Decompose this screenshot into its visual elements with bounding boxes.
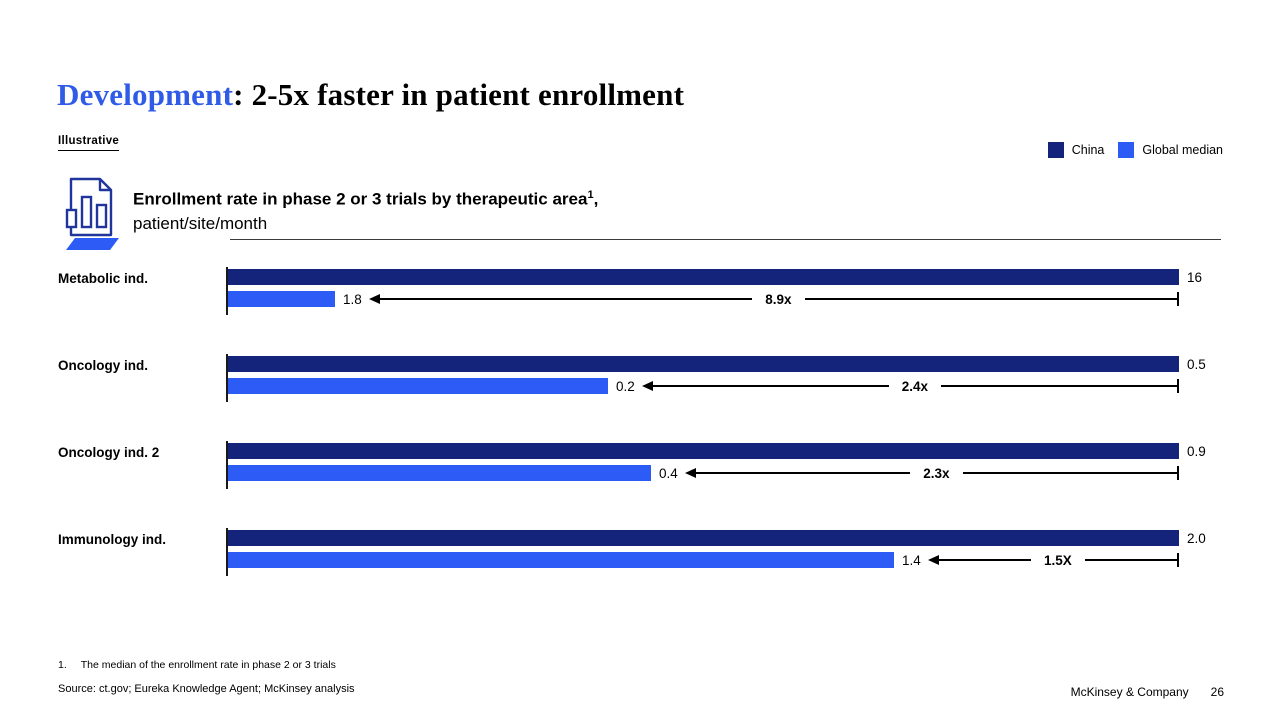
global-value-label: 0.2 bbox=[616, 378, 635, 394]
slide-footer: McKinsey & Company 26 bbox=[1071, 685, 1224, 699]
exhibit-title: Enrollment rate in phase 2 or 3 trials b… bbox=[133, 183, 598, 212]
chart-row: Immunology ind. 2.0 1.4 1.5X bbox=[0, 528, 1280, 576]
global-bar bbox=[228, 552, 894, 568]
global-bar-row: 0.4 2.3x bbox=[228, 465, 1179, 481]
source-line: Source: ct.gov; Eureka Knowledge Agent; … bbox=[58, 683, 355, 695]
legend-swatch-icon bbox=[1047, 142, 1064, 158]
arrow-head-icon bbox=[927, 555, 939, 565]
arrow-head-icon bbox=[368, 294, 380, 304]
exhibit-subtitle: patient/site/month bbox=[133, 213, 268, 233]
arrow-end-cap bbox=[1177, 466, 1179, 480]
arrow-line bbox=[379, 298, 753, 300]
footnote-text: The median of the enrollment rate in pha… bbox=[80, 659, 336, 671]
arrow-line bbox=[1084, 559, 1177, 561]
global-bar-row: 0.2 2.4x bbox=[228, 378, 1179, 394]
multiplier-arrow: 1.5X bbox=[927, 552, 1179, 568]
global-value-label: 0.4 bbox=[659, 465, 678, 481]
axis-baseline bbox=[226, 354, 228, 402]
global-value-label: 1.8 bbox=[343, 291, 362, 307]
multiplier-arrow: 8.9x bbox=[368, 291, 1179, 307]
footnote-number: 1. bbox=[58, 659, 67, 671]
plot-area: 0.5 0.2 2.4x bbox=[226, 354, 1206, 402]
header-divider bbox=[230, 239, 1221, 240]
arrow-line bbox=[804, 298, 1177, 300]
footnote: 1. The median of the enrollment rate in p… bbox=[58, 659, 336, 671]
chart-row: Oncology ind. 2 0.9 0.4 2.3x bbox=[0, 441, 1280, 489]
china-bar bbox=[228, 443, 1179, 459]
exhibit-title-suffix: , bbox=[593, 189, 599, 209]
arrow-line bbox=[695, 472, 911, 474]
axis-baseline bbox=[226, 267, 228, 315]
china-value-label: 0.5 bbox=[1187, 356, 1206, 372]
legend-item-0: China bbox=[1047, 142, 1105, 158]
legend-item-1: Global median bbox=[1118, 142, 1223, 158]
arrow-line bbox=[652, 385, 889, 387]
global-bar-row: 1.4 1.5X bbox=[228, 552, 1179, 568]
arrow-line bbox=[962, 472, 1177, 474]
illustrative-tag: Illustrative bbox=[58, 135, 120, 151]
china-bar bbox=[228, 530, 1179, 546]
china-value-label: 2.0 bbox=[1187, 530, 1206, 546]
global-value-label: 1.4 bbox=[902, 552, 921, 568]
category-label: Immunology ind. bbox=[58, 532, 166, 547]
multiplier-label: 8.9x bbox=[765, 291, 792, 307]
chart-row: Oncology ind. 0.5 0.2 2.4x bbox=[0, 354, 1280, 402]
bar-chart-document-icon bbox=[57, 176, 121, 257]
exhibit-title-text: Enrollment rate in phase 2 or 3 trials b… bbox=[133, 189, 588, 209]
arrow-end-cap bbox=[1177, 379, 1179, 393]
legend-label: China bbox=[1071, 143, 1105, 157]
global-bar bbox=[228, 465, 651, 481]
multiplier-arrow: 2.3x bbox=[684, 465, 1179, 481]
arrow-line bbox=[941, 385, 1177, 387]
global-bar bbox=[228, 291, 335, 307]
title-rest: : 2-5x faster in patient enrollment bbox=[233, 76, 685, 112]
axis-baseline bbox=[226, 528, 228, 576]
china-bar-row: 0.9 bbox=[228, 443, 1206, 459]
exhibit-header: Enrollment rate in phase 2 or 3 trials b… bbox=[133, 183, 598, 236]
axis-baseline bbox=[226, 441, 228, 489]
arrow-end-cap bbox=[1177, 553, 1179, 567]
legend-label: Global median bbox=[1142, 143, 1223, 157]
multiplier-label: 2.4x bbox=[901, 378, 929, 394]
page-number: 26 bbox=[1210, 685, 1224, 699]
legend-swatch-icon bbox=[1118, 142, 1135, 158]
chart-row: Metabolic ind. 16 1.8 8.9x bbox=[0, 267, 1280, 315]
china-bar-row: 16 bbox=[228, 269, 1202, 285]
page-title: Development: 2-5x faster in patient enro… bbox=[57, 77, 684, 113]
global-bar bbox=[228, 378, 608, 394]
arrow-head-icon bbox=[684, 468, 696, 478]
china-value-label: 16 bbox=[1187, 269, 1203, 285]
china-bar bbox=[228, 356, 1179, 372]
multiplier-label: 1.5X bbox=[1044, 552, 1072, 568]
multiplier-label: 2.3x bbox=[923, 465, 950, 481]
global-bar-row: 1.8 8.9x bbox=[228, 291, 1179, 307]
category-label: Oncology ind. 2 bbox=[58, 445, 160, 460]
multiplier-arrow: 2.4x bbox=[641, 378, 1179, 394]
legend: China Global median bbox=[1047, 142, 1223, 158]
plot-area: 0.9 0.4 2.3x bbox=[226, 441, 1206, 489]
china-value-label: 0.9 bbox=[1187, 443, 1206, 459]
china-bar-row: 0.5 bbox=[228, 356, 1206, 372]
plot-area: 2.0 1.4 1.5X bbox=[226, 528, 1206, 576]
bar-chart: Metabolic ind. 16 1.8 8.9x Oncology ind. 0.5 0… bbox=[0, 267, 1280, 617]
brand: McKinsey & Company bbox=[1070, 685, 1189, 699]
china-bar-row: 2.0 bbox=[228, 530, 1206, 546]
arrow-line bbox=[938, 559, 1031, 561]
china-bar bbox=[228, 269, 1179, 285]
arrow-end-cap bbox=[1177, 292, 1179, 306]
exhibit-title-footnote-ref: 1 bbox=[587, 189, 594, 201]
plot-area: 16 1.8 8.9x bbox=[226, 267, 1202, 315]
category-label: Oncology ind. bbox=[58, 358, 148, 373]
arrow-head-icon bbox=[641, 381, 653, 391]
title-accent: Development bbox=[57, 76, 234, 112]
category-label: Metabolic ind. bbox=[58, 271, 149, 286]
